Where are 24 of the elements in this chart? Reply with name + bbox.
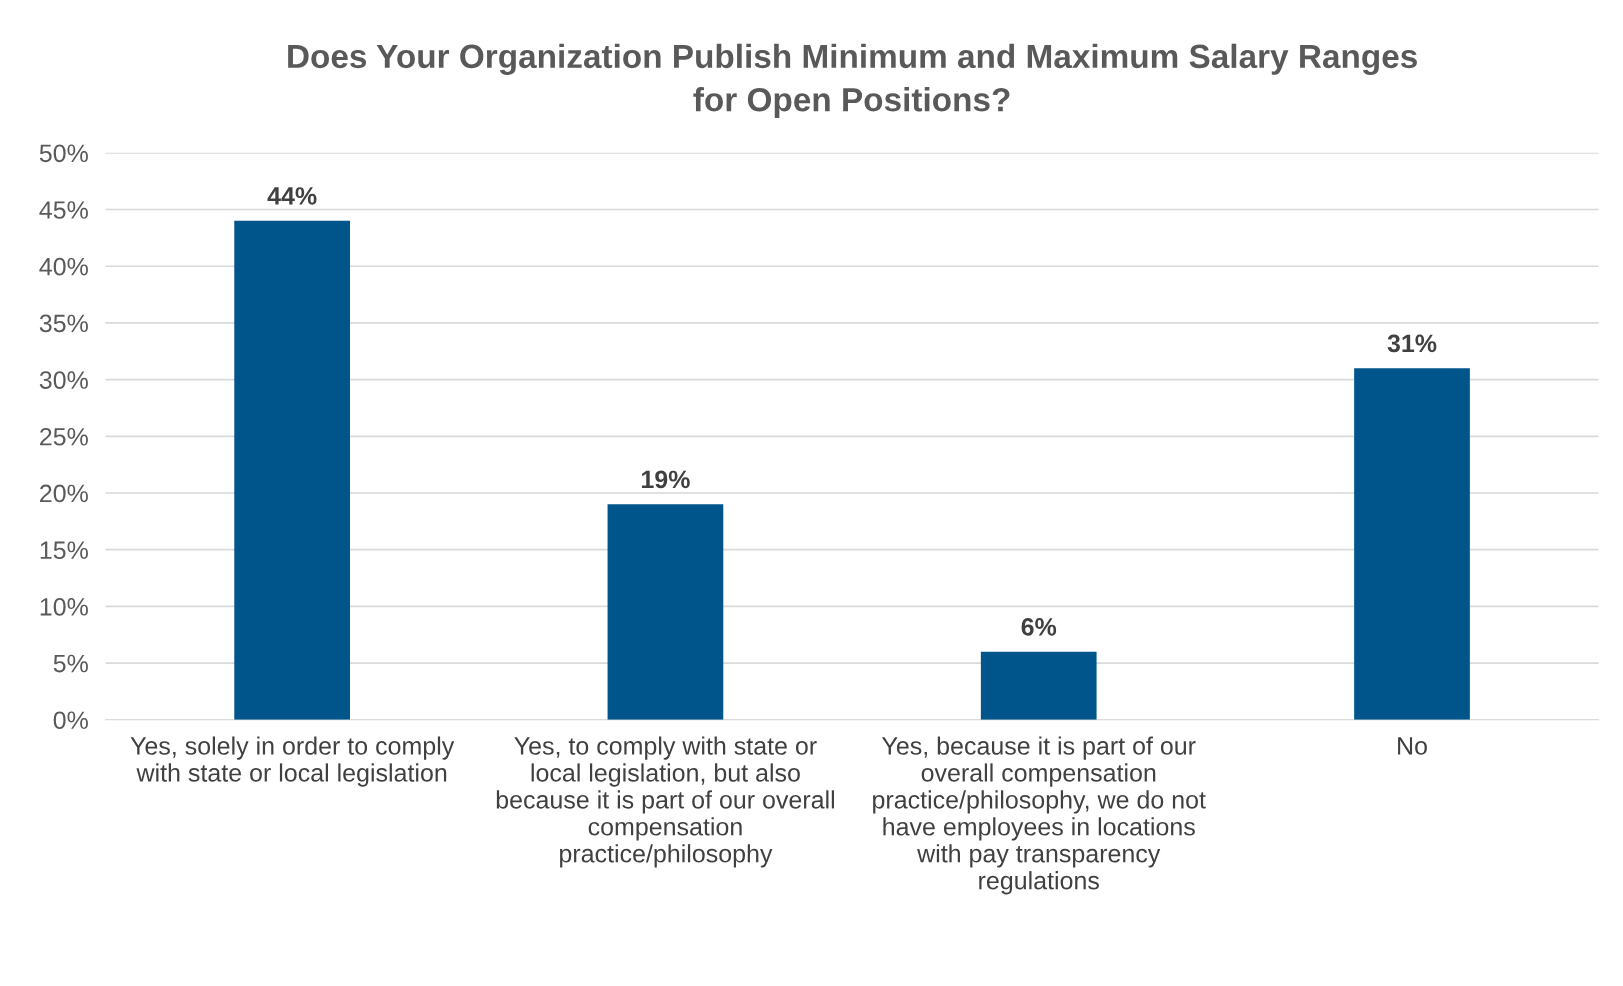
bar xyxy=(607,504,724,720)
y-tick-label: 45% xyxy=(39,201,88,219)
data-label: 44% xyxy=(267,187,317,205)
y-tick-label: 35% xyxy=(39,314,88,333)
y-tick-label: 20% xyxy=(40,484,88,503)
x-tick-label: No xyxy=(1398,737,1427,755)
x-tick-label: Yes, to comply with state or local legislation, but also because it is part of our overall compensation practice/philosophy xyxy=(496,736,834,868)
y-tick-label: 25% xyxy=(40,427,88,446)
bar xyxy=(980,651,1097,720)
y-tick-label: 15% xyxy=(40,541,88,559)
y-tick-label: 0% xyxy=(53,711,88,730)
data-label: 6% xyxy=(1021,617,1057,636)
x-tick-label: Yes, because it is part of our overall compensation practice/philosophy, we do not have employees in locations with pay transparency regulations xyxy=(873,736,1206,895)
bar xyxy=(234,220,350,720)
chart-title: Does Your Organization Publish Minimum and Maximum Salary Ranges for Open Positions? xyxy=(288,43,1417,119)
y-tick-label: 10% xyxy=(40,597,88,616)
data-label: 31% xyxy=(1387,334,1437,353)
data-label: 19% xyxy=(641,470,690,489)
y-tick-label: 5% xyxy=(53,654,88,673)
y-tick-label: 30% xyxy=(39,371,88,389)
x-tick-label: Yes, solely in order to comply with state or local legislation xyxy=(130,736,455,787)
y-tick-label: 40% xyxy=(39,257,88,276)
bar xyxy=(1354,368,1470,720)
y-tick-label: 50% xyxy=(39,144,88,163)
